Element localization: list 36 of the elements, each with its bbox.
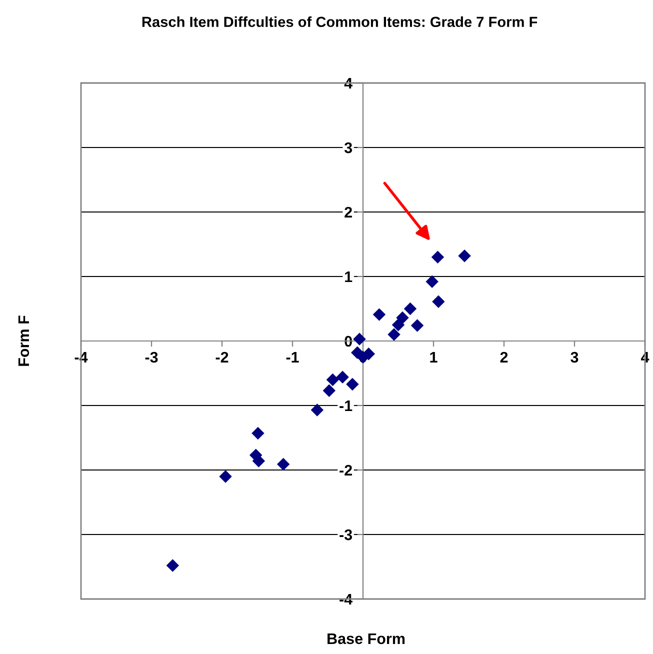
point xyxy=(276,458,290,471)
x-tick-label: 2 xyxy=(500,352,508,362)
chart-title: Rasch Item Diffculties of Common Items: Grade 7 Form F xyxy=(142,16,538,28)
point xyxy=(458,249,471,262)
y-tick-label: 1 xyxy=(345,272,352,282)
point xyxy=(252,454,266,468)
x-tick-label: -1 xyxy=(286,352,299,362)
point xyxy=(410,319,424,332)
x-axis-title: Base Form xyxy=(328,633,405,644)
point xyxy=(252,426,264,440)
point xyxy=(166,559,180,572)
point xyxy=(310,404,324,416)
point xyxy=(404,302,417,316)
point xyxy=(326,373,340,386)
point xyxy=(219,470,232,483)
point xyxy=(396,311,409,324)
point xyxy=(392,318,405,332)
x-tick-label: 3 xyxy=(570,352,578,363)
point xyxy=(432,295,445,308)
point xyxy=(336,370,349,384)
point xyxy=(353,332,366,346)
point xyxy=(372,308,386,321)
point xyxy=(388,328,400,341)
x-tick-label: -3 xyxy=(145,352,158,363)
point xyxy=(346,378,359,391)
point xyxy=(426,275,438,288)
y-tick-label: 2 xyxy=(344,206,352,218)
y-tick-label: -1 xyxy=(340,400,352,412)
x-tick-label: 1 xyxy=(430,352,438,362)
y-tick-label: -2 xyxy=(340,464,352,476)
point xyxy=(322,384,336,398)
point xyxy=(431,250,444,264)
x-tick-label: -2 xyxy=(216,352,228,362)
y-axis-title: Form F xyxy=(18,316,30,366)
y-tick-label: 3 xyxy=(344,142,352,154)
y-tick-label: -3 xyxy=(340,529,352,540)
